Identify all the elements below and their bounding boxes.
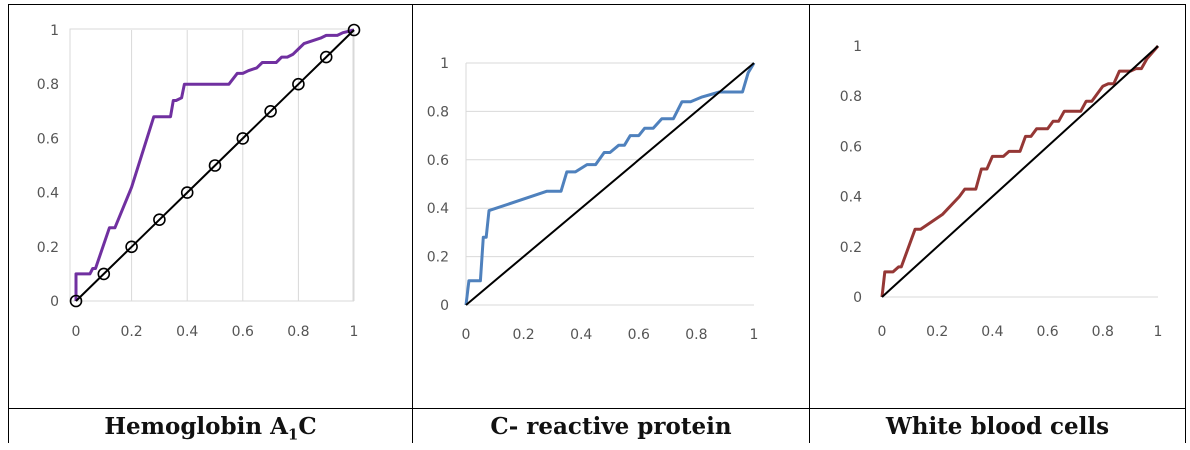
x-tick-label: 0.4 — [176, 324, 198, 340]
caption-text: C- reactive protein — [490, 413, 732, 440]
y-tick-label: 0 — [50, 294, 59, 310]
caption-white-blood-cells: White blood cells — [810, 412, 1185, 442]
chart-hemoglobin-a1c: 0 0.2 0.4 0.6 0.8 1 0 0.2 0.4 0.6 0.8 1 — [37, 23, 361, 340]
x-tick-label: 0.8 — [287, 324, 309, 340]
series-point-marker — [347, 23, 361, 37]
figure-table: 0 0.2 0.4 0.6 0.8 1 0 0.2 0.4 0.6 0.8 1 0 0.2 0.4 0.6 0… — [8, 4, 1186, 444]
chart-white-blood-cells: 0 0.2 0.4 0.6 0.8 1 0 0.2 0.4 0.6 0.8 1 — [840, 39, 1163, 340]
x-tick-label: 0.2 — [120, 324, 142, 340]
y-tick-label: 1 — [440, 56, 449, 72]
series-point-marker — [236, 132, 250, 145]
series-line-0 — [880, 45, 1160, 298]
y-tick-label: 0.2 — [840, 240, 862, 256]
x-tick-label: 0.4 — [981, 324, 1003, 340]
y-tick-label: 0.4 — [840, 190, 862, 206]
series-line-1 — [881, 45, 1159, 298]
x-tick-label: 0.6 — [1036, 324, 1058, 340]
x-tick-label: 0.4 — [570, 327, 592, 343]
x-tick-label: 0 — [72, 324, 81, 340]
plot-frame — [69, 28, 354, 302]
x-tick-label: 1 — [750, 327, 759, 343]
x-tick-label: 1 — [350, 324, 359, 340]
y-tick-label: 0.4 — [427, 201, 449, 217]
y-tick-label: 0.8 — [427, 104, 449, 120]
caption-c-reactive-protein: C- reactive protein — [413, 412, 809, 442]
x-tick-label: 0.6 — [628, 327, 650, 343]
y-tick-label: 0.8 — [37, 77, 59, 93]
caption-subscript: 1 — [287, 425, 299, 444]
table-border-left — [8, 4, 9, 443]
caption-text: White blood cells — [885, 413, 1110, 440]
table-divider-1 — [412, 4, 413, 443]
y-tick-label: 0.2 — [427, 250, 449, 266]
series-line-0 — [74, 28, 355, 301]
x-tick-label: 0.8 — [685, 327, 707, 343]
y-tick-label: 1 — [50, 23, 59, 39]
table-border-top — [8, 4, 1186, 5]
y-tick-label: 0.4 — [37, 186, 59, 202]
series-point-marker — [319, 50, 333, 64]
y-tick-label: 0.6 — [840, 139, 862, 155]
y-tick-label: 0 — [853, 290, 862, 306]
series-line-1 — [75, 29, 355, 302]
table-divider-caption — [8, 408, 1186, 409]
series-point-marker — [69, 294, 83, 308]
y-tick-label: 0.8 — [840, 89, 862, 105]
series-line-1 — [465, 62, 755, 306]
series-point-marker — [264, 105, 277, 118]
series-point-marker — [292, 77, 305, 91]
x-tick-label: 0.8 — [1092, 324, 1114, 340]
caption-text-suffix: C — [298, 413, 317, 440]
chart-c-reactive-protein: 0 0.2 0.4 0.6 0.8 1 0 0.2 0.4 0.6 0.8 1 — [427, 56, 759, 343]
series-point-marker — [180, 186, 194, 199]
x-tick-label: 0 — [462, 327, 471, 343]
series-point-marker — [208, 159, 222, 172]
y-tick-label: 0.2 — [37, 240, 59, 256]
y-tick-label: 0.6 — [37, 131, 59, 147]
y-tick-label: 0 — [440, 298, 449, 314]
x-tick-label: 1 — [1154, 324, 1163, 340]
x-tick-label: 0.2 — [926, 324, 948, 340]
series-point-marker — [125, 240, 138, 254]
table-divider-2 — [809, 4, 810, 443]
y-tick-label: 1 — [853, 39, 862, 55]
x-tick-label: 0.2 — [512, 327, 534, 343]
series-line-0 — [464, 62, 756, 306]
x-tick-label: 0 — [878, 324, 887, 340]
x-tick-label: 0.6 — [232, 324, 254, 340]
table-border-right — [1185, 4, 1186, 443]
y-tick-label: 0.6 — [427, 153, 449, 169]
series-point-marker — [153, 213, 166, 226]
caption-hemoglobin-a1c: Hemoglobin A1C — [9, 412, 412, 450]
series-point-marker — [97, 267, 111, 281]
caption-text: Hemoglobin A — [104, 413, 288, 440]
